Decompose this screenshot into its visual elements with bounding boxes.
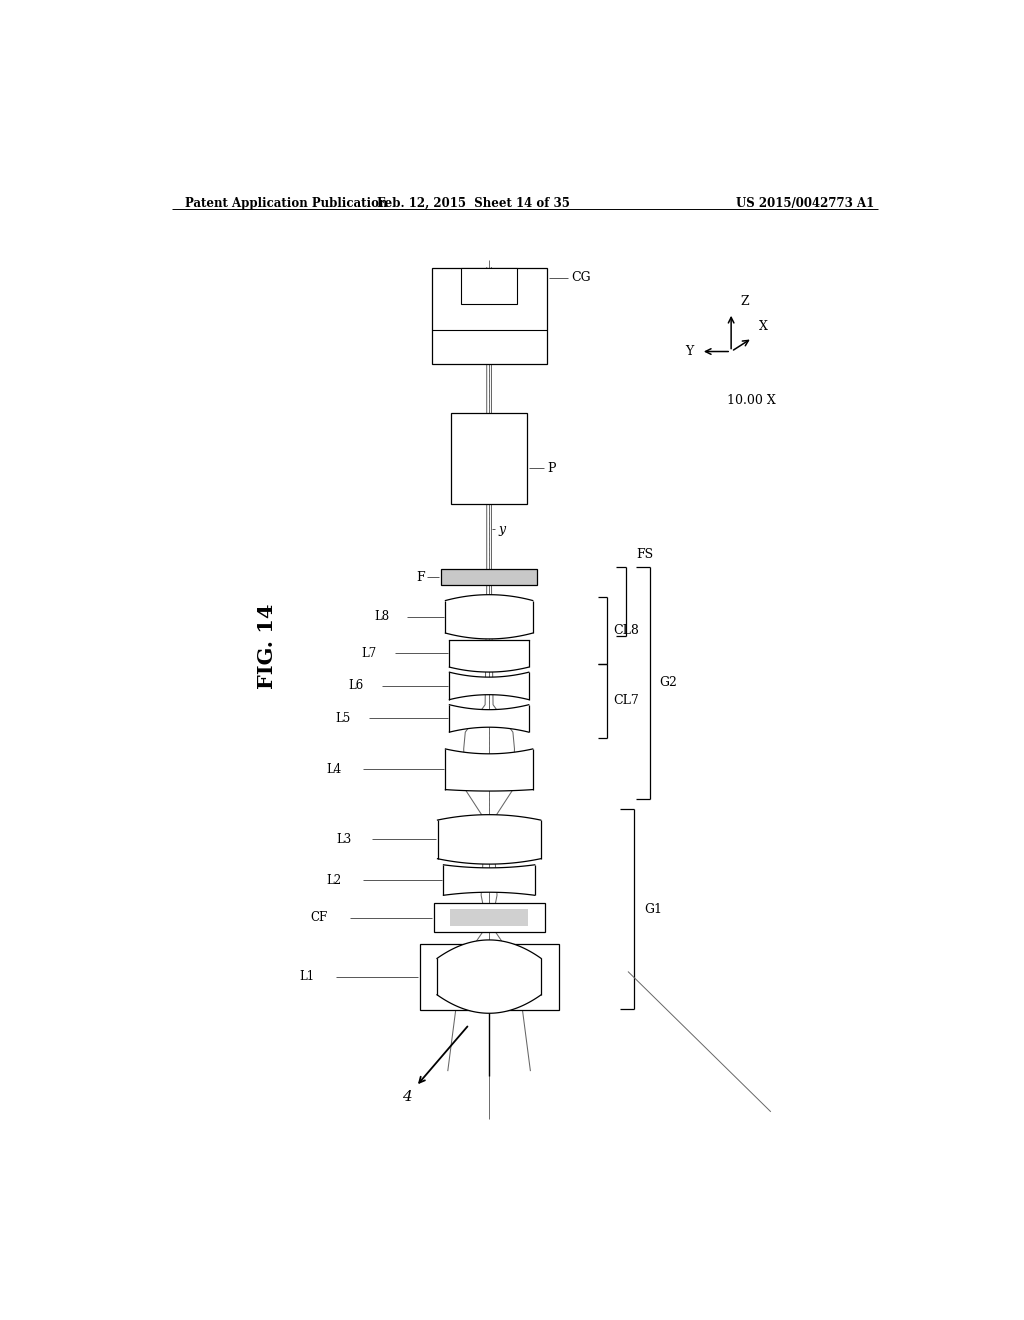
Text: 10.00 X: 10.00 X [727, 393, 775, 407]
Text: CL7: CL7 [613, 694, 639, 708]
Text: F: F [416, 570, 425, 583]
Text: G2: G2 [659, 676, 678, 689]
Bar [441, 569, 537, 585]
Bar [451, 909, 528, 927]
Text: Feb. 12, 2015  Sheet 14 of 35: Feb. 12, 2015 Sheet 14 of 35 [377, 197, 569, 210]
Text: Y: Y [685, 345, 693, 358]
Text: G1: G1 [644, 903, 662, 916]
Text: L4: L4 [327, 763, 341, 776]
Bar [420, 944, 558, 1010]
Text: L3: L3 [337, 833, 352, 846]
Text: Z: Z [740, 294, 750, 308]
Bar [452, 413, 526, 504]
Text: L8: L8 [374, 610, 389, 623]
Text: P: P [547, 462, 556, 475]
Bar [462, 268, 517, 305]
Text: US 2015/0042773 A1: US 2015/0042773 A1 [735, 197, 873, 210]
Text: Patent Application Publication: Patent Application Publication [185, 197, 388, 210]
Text: L7: L7 [361, 647, 377, 660]
Text: L6: L6 [348, 680, 364, 693]
Text: CG: CG [570, 272, 591, 284]
Text: FIG. 14: FIG. 14 [257, 603, 276, 689]
Bar [433, 903, 545, 932]
Text: FS: FS [636, 548, 653, 561]
Bar [431, 268, 547, 364]
Text: 4: 4 [402, 1090, 413, 1105]
Text: y: y [499, 523, 506, 536]
Text: L1: L1 [299, 970, 314, 983]
Text: X: X [759, 319, 767, 333]
Text: L5: L5 [336, 711, 351, 725]
Text: CL8: CL8 [613, 624, 640, 638]
Text: L2: L2 [327, 874, 341, 887]
Text: CF: CF [310, 911, 328, 924]
